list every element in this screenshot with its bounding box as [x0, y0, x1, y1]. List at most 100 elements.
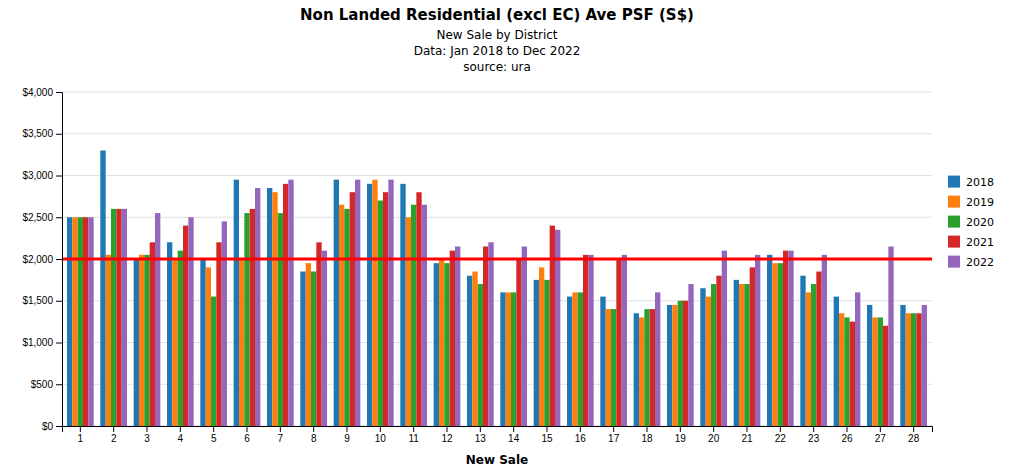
bar — [455, 246, 460, 426]
bar — [567, 297, 572, 426]
bar — [850, 322, 855, 426]
bar — [834, 297, 839, 426]
tick-label: 17 — [608, 433, 620, 444]
bar — [100, 150, 105, 426]
tick-mark — [147, 426, 148, 432]
grid-line — [62, 92, 932, 93]
bar — [772, 263, 777, 426]
tick-mark — [580, 426, 581, 432]
bar — [716, 276, 721, 426]
bar — [88, 217, 93, 426]
tick-label: $500 — [31, 379, 54, 390]
title: Non Landed Residential (excl EC) Ave PSF… — [300, 6, 694, 24]
bar — [67, 217, 72, 426]
tick: $1,500 — [22, 295, 62, 306]
tick-mark — [56, 134, 62, 135]
tick-label: 21 — [741, 433, 753, 444]
bar — [378, 201, 383, 426]
bar — [255, 188, 260, 426]
bar — [650, 309, 655, 426]
bar — [372, 180, 377, 426]
bar — [211, 297, 216, 426]
grid-line — [62, 133, 932, 134]
tick-label: 5 — [211, 433, 217, 444]
tick-mark — [547, 426, 548, 432]
bar — [322, 251, 327, 426]
bar — [550, 226, 555, 426]
bar — [739, 284, 744, 426]
tick-label: 13 — [475, 433, 487, 444]
tick-mark — [447, 426, 448, 432]
bar — [622, 255, 627, 426]
bar — [750, 267, 755, 426]
bar — [711, 284, 716, 426]
bar — [306, 263, 311, 426]
legend-item: 2018 — [948, 176, 994, 189]
tick-label: 23 — [808, 433, 820, 444]
bar — [872, 317, 877, 426]
tick: $3,000 — [22, 170, 62, 181]
bar — [600, 297, 605, 426]
bar — [183, 226, 188, 426]
bar — [178, 251, 183, 426]
bar — [339, 205, 344, 426]
tick-label: 2 — [111, 433, 117, 444]
legend-item: 2022 — [948, 256, 994, 269]
tick-mark — [56, 301, 62, 302]
tick-mark — [713, 426, 714, 432]
bar — [216, 242, 221, 426]
bar — [888, 246, 893, 426]
bar — [278, 213, 283, 426]
legend-label: 2022 — [966, 256, 994, 269]
tick: 5 — [211, 426, 217, 444]
bar — [806, 292, 811, 426]
bar — [311, 272, 316, 426]
bar — [544, 280, 549, 426]
bar — [172, 259, 177, 426]
bar — [788, 251, 793, 426]
tick-label: 11 — [408, 433, 419, 444]
bar — [316, 242, 321, 426]
tick: $1,000 — [22, 337, 62, 348]
tick: 21 — [741, 426, 753, 444]
bar — [388, 180, 393, 426]
bar — [900, 305, 905, 426]
tick-label: 27 — [875, 433, 887, 444]
tick-mark — [247, 426, 248, 432]
legend-label: 2019 — [966, 196, 994, 209]
bar — [867, 305, 872, 426]
tick: 6 — [244, 426, 250, 444]
grid — [62, 92, 932, 426]
marks — [62, 150, 932, 426]
bar — [483, 246, 488, 426]
bar — [439, 259, 444, 426]
tick: $2,500 — [22, 212, 62, 223]
bar — [334, 180, 339, 426]
bar — [655, 292, 660, 426]
tick: 11 — [408, 426, 419, 444]
tick: 17 — [608, 426, 620, 444]
tick: 3 — [144, 426, 150, 444]
tick-label: $3,000 — [22, 170, 53, 181]
tick-label: 10 — [375, 433, 387, 444]
tick: 16 — [575, 426, 587, 444]
tick-label: 20 — [708, 433, 720, 444]
bar — [722, 251, 727, 426]
bar — [400, 184, 405, 426]
tick-label: $3,500 — [22, 128, 53, 139]
tick-label: 7 — [278, 433, 284, 444]
axis-line — [63, 427, 933, 433]
tick-label: 8 — [311, 433, 317, 444]
tick: 2 — [111, 426, 117, 444]
legend-swatch — [948, 236, 960, 248]
legend-swatch — [948, 176, 960, 188]
series — [83, 184, 922, 426]
bar — [134, 259, 139, 426]
legend-item: 2021 — [948, 236, 994, 249]
bar — [511, 292, 516, 426]
legend-label: 2021 — [966, 236, 994, 249]
bar — [811, 284, 816, 426]
bar — [522, 246, 527, 426]
tick-mark — [313, 426, 314, 432]
bar — [539, 267, 544, 426]
